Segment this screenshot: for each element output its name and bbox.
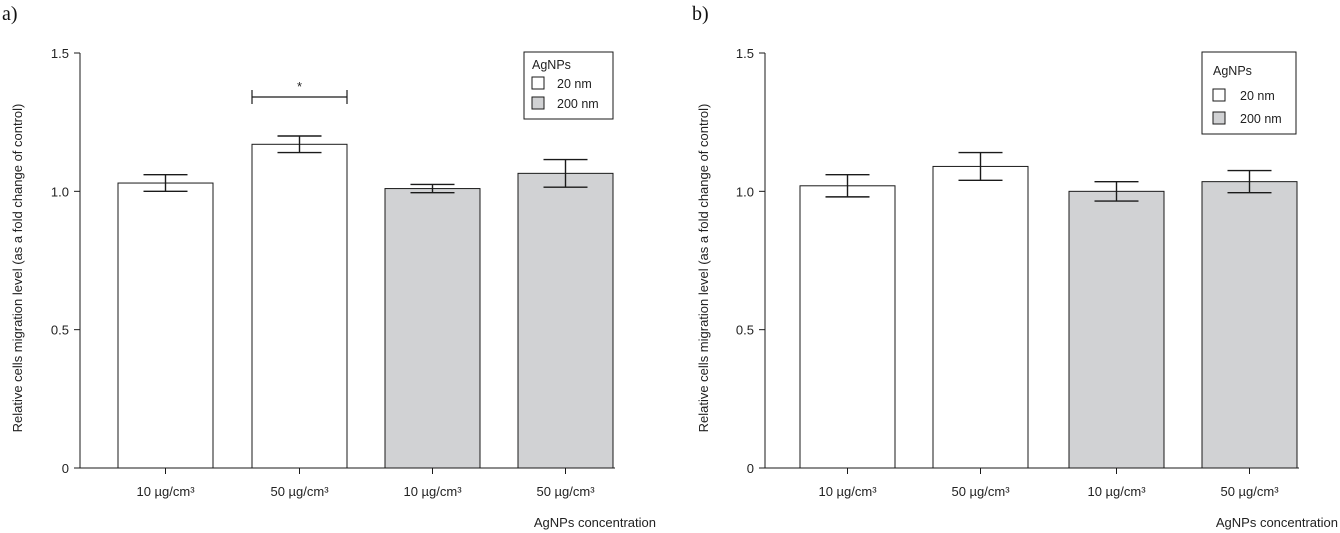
legend-swatch-20nm [1212, 88, 1226, 102]
bar [384, 188, 481, 469]
legend-label-20nm: 20 nm [557, 77, 592, 91]
y-tick-label: 1.0 [736, 184, 754, 199]
significance-marker: * [297, 79, 302, 94]
y-tick-label: 0 [747, 461, 754, 476]
bar [251, 143, 348, 469]
panel-b-xaxis: 10 µg/cm³ 50 µg/cm³ 10 µg/cm³ 50 µg/cm³ [765, 467, 1299, 499]
legend-swatch-20nm [531, 76, 545, 90]
x-tick-label: 50 µg/cm³ [270, 484, 329, 499]
y-tick-label: 1.5 [736, 46, 754, 61]
legend-swatch-200nm [531, 96, 545, 110]
bar [1201, 181, 1298, 469]
legend-label-200nm: 200 nm [557, 97, 599, 111]
y-tick-label: 1.0 [51, 184, 69, 199]
legend-title: AgNPs [532, 58, 571, 72]
panel-a-xaxis: 10 µg/cm³ 50 µg/cm³ 10 µg/cm³ 50 µg/cm³ [80, 467, 615, 499]
x-tick-label: 10 µg/cm³ [403, 484, 462, 499]
legend-swatch-200nm [1212, 111, 1226, 125]
bar [799, 185, 896, 469]
panel-b-xlabel: AgNPs concentration [1216, 515, 1338, 530]
x-tick-label: 10 µg/cm³ [818, 484, 877, 499]
y-tick-label: 1.5 [51, 46, 69, 61]
bar [117, 182, 214, 469]
panel-a-errorbars [143, 135, 588, 194]
panel-a-bars [117, 143, 614, 469]
legend-label-20nm: 20 nm [1240, 89, 1275, 103]
panel-b-yaxis: 0 0.5 1.0 1.5 [736, 46, 766, 476]
panel-a-yaxis: 0 0.5 1.0 1.5 [51, 46, 81, 476]
legend-title: AgNPs [1213, 64, 1252, 78]
bar [517, 172, 614, 469]
x-tick-label: 50 µg/cm³ [1220, 484, 1279, 499]
panel-b-errorbars [825, 151, 1272, 202]
bar [932, 165, 1029, 469]
x-tick-label: 10 µg/cm³ [136, 484, 195, 499]
legend-label-200nm: 200 nm [1240, 112, 1282, 126]
y-tick-label: 0.5 [736, 323, 754, 338]
panel-a: a) Relative cells migration level (as a … [2, 3, 656, 530]
x-tick-label: 10 µg/cm³ [1087, 484, 1146, 499]
panel-a-significance: * [251, 79, 348, 104]
panel-b: b) Relative cells migration level (as a … [692, 3, 1338, 530]
bar [1068, 190, 1165, 469]
panel-b-bars [799, 165, 1298, 469]
panel-b-legend: AgNPs 20 nm 200 nm [1201, 51, 1297, 135]
y-tick-label: 0 [62, 461, 69, 476]
panel-a-label: a) [2, 3, 18, 25]
panel-b-label: b) [692, 3, 709, 25]
panel-a-ylabel: Relative cells migration level (as a fol… [10, 104, 25, 433]
panel-a-xlabel: AgNPs concentration [534, 515, 656, 530]
panel-a-legend: AgNPs 20 nm 200 nm [523, 51, 614, 120]
x-tick-label: 50 µg/cm³ [951, 484, 1010, 499]
panel-b-ylabel: Relative cells migration level (as a fol… [696, 104, 711, 433]
y-tick-label: 0.5 [51, 323, 69, 338]
x-tick-label: 50 µg/cm³ [536, 484, 595, 499]
